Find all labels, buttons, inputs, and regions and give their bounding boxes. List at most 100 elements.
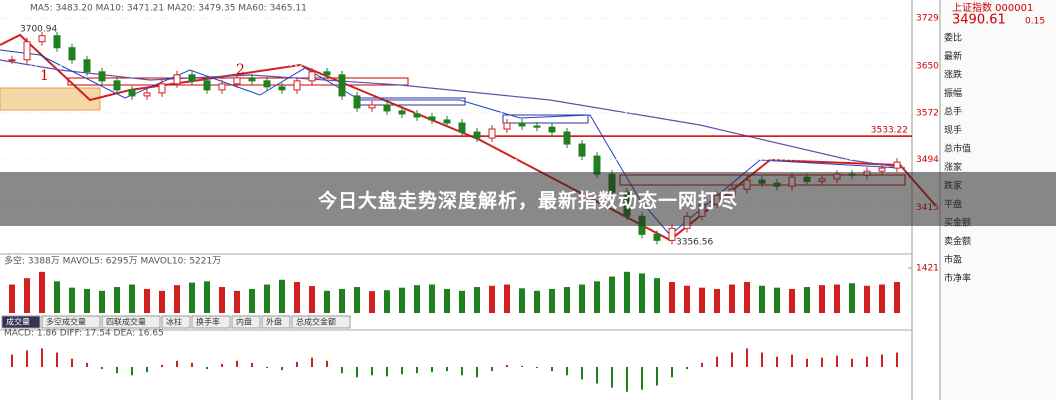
volume-bar	[69, 287, 75, 313]
macd-bar	[506, 364, 508, 367]
macd-bar	[101, 367, 103, 370]
volume-bar	[729, 284, 735, 313]
tab[interactable]	[161, 315, 191, 329]
macd-bar	[341, 367, 343, 374]
volume-bar	[249, 288, 255, 313]
macd-bar	[401, 367, 403, 375]
volume-bar	[744, 281, 750, 313]
ma-text: MA5: 3483.20 MA10: 3471.21 MA20: 3479.35…	[30, 4, 307, 14]
tab-label[interactable]: 换手率	[196, 317, 220, 327]
tab-label[interactable]: 多空成交量	[46, 317, 86, 327]
volume-bar	[369, 291, 375, 313]
tab[interactable]	[291, 315, 351, 329]
volume-bar	[864, 285, 870, 313]
macd-bar	[791, 354, 793, 367]
macd-bar	[836, 355, 838, 367]
macd-bar	[746, 348, 748, 367]
volume-bar	[159, 290, 165, 313]
candle	[338, 74, 346, 97]
candle	[428, 116, 436, 121]
macd-bar	[11, 354, 13, 367]
high-label: 3700.94	[20, 25, 57, 35]
candle	[158, 83, 166, 94]
macd-bar	[191, 362, 193, 367]
volume-bar	[714, 288, 720, 313]
candle	[173, 74, 181, 85]
tab-label[interactable]: 成交量	[6, 317, 30, 327]
candle	[458, 122, 466, 133]
volume-label: 多空: 3388万 MAVOL5: 6295万 MAVOL10: 5221万	[4, 255, 221, 267]
macd-bar	[56, 352, 58, 367]
candle	[533, 125, 541, 128]
tab-label[interactable]: 四联成交量	[106, 317, 146, 327]
volume-bar	[579, 284, 585, 313]
macd-bar	[731, 352, 733, 367]
macd-bar	[461, 367, 463, 376]
candle	[8, 59, 16, 62]
macd-bar	[416, 367, 418, 374]
tab-label[interactable]: 内盘	[236, 317, 252, 327]
candle	[563, 131, 571, 145]
macd-bar	[851, 358, 853, 367]
macd-bar	[371, 367, 373, 376]
macd-bar	[41, 348, 43, 367]
volume-bar	[294, 281, 300, 313]
volume-bar	[24, 278, 30, 313]
quote-label: 现手	[944, 124, 962, 136]
tab[interactable]	[261, 315, 291, 329]
tab[interactable]	[1, 315, 41, 329]
volume-bar	[459, 290, 465, 313]
macd-bar	[611, 367, 613, 388]
macd-bar	[326, 360, 328, 367]
tab-label[interactable]: 外盘	[266, 317, 282, 327]
tab-label[interactable]: 总成交金额	[296, 317, 336, 327]
volume-bar	[564, 287, 570, 313]
macd-bar	[806, 358, 808, 367]
volume-bar	[309, 286, 315, 313]
y-tick-label: 3494	[916, 155, 939, 165]
volume-bar	[474, 287, 480, 313]
macd-label: MACD: 1.86 DIFF: 17.54 DEA: 16.65	[4, 329, 164, 339]
macd-bar	[221, 363, 223, 367]
volume-bar	[489, 285, 495, 313]
candle	[38, 35, 46, 43]
volume-bar	[279, 279, 285, 313]
macd-bar	[776, 356, 778, 367]
y-tick-label: 3650	[916, 61, 939, 71]
macd-bar	[176, 360, 178, 367]
macd-bar	[761, 352, 763, 367]
tab[interactable]	[231, 315, 261, 329]
volume-bar	[174, 285, 180, 313]
tab-label[interactable]: 冰柱	[166, 317, 182, 327]
volume-bar	[879, 284, 885, 313]
candle	[503, 122, 511, 130]
macd-bar	[161, 364, 163, 367]
low-label: 3356.56	[676, 238, 713, 248]
macd-bar	[131, 367, 133, 376]
candle	[353, 95, 361, 109]
candle	[68, 47, 76, 61]
macd-bar	[431, 367, 433, 373]
quote-label: 涨家	[944, 161, 962, 173]
macd-bar	[566, 367, 568, 376]
macd-bar	[236, 360, 238, 367]
quote-label: 涨跌	[944, 70, 962, 81]
candle	[368, 104, 376, 109]
volume-bar	[429, 284, 435, 313]
tab[interactable]	[191, 315, 231, 329]
quote-name: 上证指数 000001	[952, 1, 1033, 14]
tab[interactable]	[101, 315, 161, 329]
quote-label: 卖金额	[944, 235, 971, 247]
banner-title: 今日大盘走势深度解析，最新指数动态一网打尽	[0, 172, 1056, 226]
macd-bar	[491, 367, 493, 372]
volume-bar	[39, 271, 45, 313]
candle	[383, 104, 391, 112]
candle	[218, 83, 226, 91]
tab[interactable]	[41, 315, 101, 329]
macd-bar	[881, 354, 883, 367]
volume-bar	[594, 281, 600, 313]
volume-bar	[219, 287, 225, 313]
candle	[668, 227, 676, 241]
candle	[488, 128, 496, 139]
macd-bar	[716, 356, 718, 367]
